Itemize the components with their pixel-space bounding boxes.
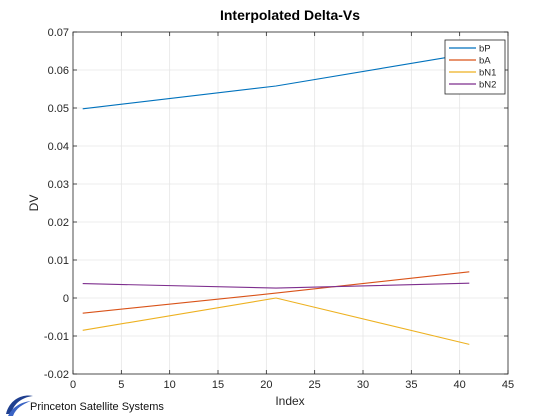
y-tick-label: 0.03 [48,179,69,191]
brand-footer: Princeton Satellite Systems [4,392,224,418]
x-tick-label: 10 [164,379,176,391]
x-tick-label: 35 [405,379,417,391]
legend-label-bN1: bN1 [479,68,496,79]
x-tick-label: 45 [502,379,514,391]
y-tick-label: 0 [63,293,69,305]
series-line-bA [82,271,470,314]
series-lines [82,53,470,345]
x-tick-label: 25 [309,379,321,391]
swoosh-logo-icon [6,395,33,416]
x-tick-label: 5 [118,379,124,391]
y-tick-label: -0.02 [44,369,69,381]
legend-box [444,39,506,95]
y-tick-label: 0.07 [48,27,69,39]
x-axis-label: Index [275,394,304,408]
series-line-bP [82,53,470,110]
x-tick-label: 0 [70,379,76,391]
y-tick-label: -0.01 [44,331,69,343]
series-line-bN1 [82,297,470,345]
x-tick-label: 15 [212,379,224,391]
x-tick-label: 40 [454,379,466,391]
axis-ticks: 0 5 10 15 20 25 30 35 40 45 -0.02 -0.01 0 0.01 0.02 0.0… [44,27,514,391]
brand-text: Princeton Satellite Systems [30,401,164,413]
y-axis-label: DV [27,195,41,212]
x-tick-label: 30 [357,379,369,391]
y-tick-label: 0.01 [48,255,69,267]
plot-area-border [72,31,509,375]
x-tick-label: 20 [260,379,272,391]
y-tick-label: 0.06 [48,65,69,77]
y-tick-label: 0.02 [48,217,69,229]
y-tick-label: 0.04 [48,141,69,153]
legend-label-bN2: bN2 [479,80,496,91]
legend-label-bA: bA [479,56,491,67]
y-tick-label: 0.05 [48,103,69,115]
series-line-bN2 [82,282,470,289]
legend-label-bP: bP [479,44,491,55]
chart-title: Interpolated Delta-Vs [220,7,360,23]
